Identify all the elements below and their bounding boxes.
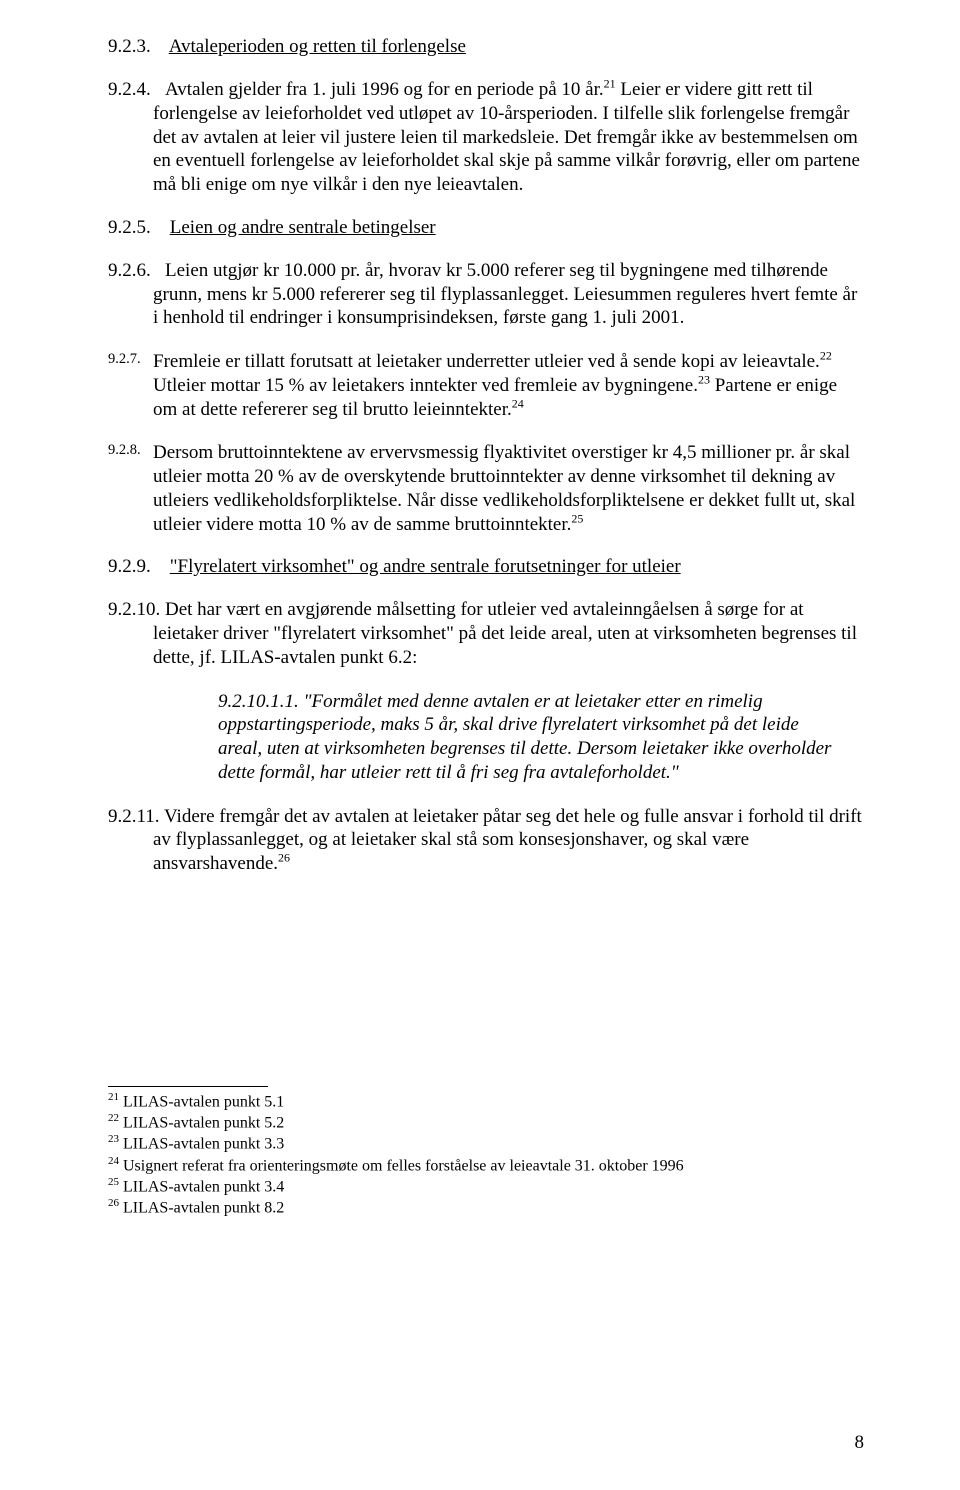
footnote-ref-21: 21 [604, 77, 616, 91]
para-number: 9.2.6. [108, 260, 151, 281]
para-927: 9.2.7.Fremleie er tillatt forutsatt at l… [108, 350, 864, 421]
footnote-ref-24: 24 [512, 396, 524, 410]
footnote-mark: 21 [108, 1091, 119, 1103]
heading-title: Leien og andre sentrale betingelser [170, 217, 436, 238]
page-number: 8 [855, 1432, 865, 1454]
footnote-mark: 23 [108, 1133, 119, 1145]
para-number: 9.2.8. [108, 441, 153, 459]
footnote-text: LILAS-avtalen punkt 8.2 [119, 1200, 284, 1217]
quote-text: "Formålet med denne avtalen er at leieta… [218, 691, 831, 783]
heading-number: 9.2.5. [108, 217, 151, 238]
para-text: Det har vært en avgjørende målsetting fo… [153, 599, 857, 668]
footnote-24: 24 Usignert referat fra orienteringsmøte… [108, 1155, 864, 1176]
quote-number: 9.2.10.1.1. [218, 691, 299, 712]
footnote-mark: 24 [108, 1155, 119, 1167]
footnote-26: 26 LILAS-avtalen punkt 8.2 [108, 1197, 864, 1218]
para-text: Dersom bruttoinntektene av ervervsmessig… [153, 442, 855, 534]
para-text: Avtalen gjelder fra 1. juli 1996 og for … [165, 79, 604, 100]
footnote-text: LILAS-avtalen punkt 5.2 [119, 1114, 284, 1131]
footnote-22: 22 LILAS-avtalen punkt 5.2 [108, 1112, 864, 1133]
footnote-ref-26: 26 [278, 851, 290, 865]
para-text: Utleier mottar 15 % av leietakers inntek… [153, 375, 698, 396]
para-number: 9.2.4. [108, 79, 151, 100]
footnote-text: LILAS-avtalen punkt 3.3 [119, 1136, 284, 1153]
para-926: 9.2.6. Leien utgjør kr 10.000 pr. år, hv… [108, 259, 864, 330]
para-number: 9.2.11. [108, 806, 160, 827]
para-9211: 9.2.11. Videre fremgår det av avtalen at… [108, 805, 864, 876]
footnote-23: 23 LILAS-avtalen punkt 3.3 [108, 1133, 864, 1154]
document-page: 9.2.3. Avtaleperioden og retten til forl… [0, 0, 960, 1490]
heading-title: Avtaleperioden og retten til forlengelse [169, 36, 466, 57]
para-text: Videre fremgår det av avtalen at leietak… [153, 806, 862, 875]
heading-923: 9.2.3. Avtaleperioden og retten til forl… [108, 36, 864, 58]
footnote-ref-22: 22 [820, 349, 832, 363]
footnote-text: LILAS-avtalen punkt 3.4 [119, 1178, 284, 1195]
para-928: 9.2.8.Dersom bruttoinntektene av ervervs… [108, 441, 864, 536]
footnote-text: LILAS-avtalen punkt 5.1 [119, 1093, 284, 1110]
footnote-text: Usignert referat fra orienteringsmøte om… [119, 1157, 684, 1174]
footnote-ref-23: 23 [698, 372, 710, 386]
heading-number: 9.2.3. [108, 36, 151, 57]
heading-title: "Flyrelatert virksomhet" og andre sentra… [170, 556, 681, 577]
para-number: 9.2.10. [108, 599, 160, 620]
para-number: 9.2.7. [108, 350, 153, 368]
footnote-ref-25: 25 [571, 511, 583, 525]
quote-block: 9.2.10.1.1. "Formålet med denne avtalen … [108, 690, 864, 785]
para-9210: 9.2.10. Det har vært en avgjørende målse… [108, 598, 864, 669]
heading-number: 9.2.9. [108, 556, 151, 577]
footnote-mark: 26 [108, 1197, 119, 1209]
footnote-25: 25 LILAS-avtalen punkt 3.4 [108, 1176, 864, 1197]
footnote-21: 21 LILAS-avtalen punkt 5.1 [108, 1091, 864, 1112]
footnote-mark: 25 [108, 1176, 119, 1188]
footnote-mark: 22 [108, 1112, 119, 1124]
para-924: 9.2.4. Avtalen gjelder fra 1. juli 1996 … [108, 78, 864, 197]
para-text: Leien utgjør kr 10.000 pr. år, hvorav kr… [153, 260, 857, 329]
footnote-separator [108, 1086, 268, 1087]
para-text: Fremleie er tillatt forutsatt at leietak… [153, 351, 820, 372]
heading-925: 9.2.5. Leien og andre sentrale betingels… [108, 217, 864, 239]
heading-929: 9.2.9. "Flyrelatert virksomhet" og andre… [108, 556, 864, 578]
footnotes: 21 LILAS-avtalen punkt 5.1 22 LILAS-avta… [108, 1091, 864, 1219]
